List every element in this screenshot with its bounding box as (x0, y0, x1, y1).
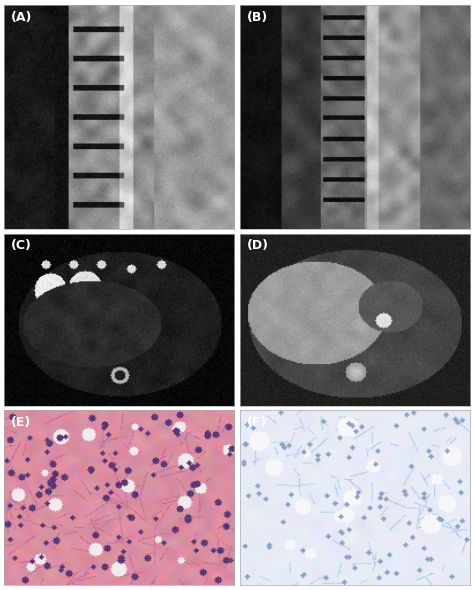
Text: (D): (D) (247, 239, 269, 252)
Text: (C): (C) (11, 239, 32, 252)
Text: (E): (E) (11, 415, 31, 428)
Text: (F): (F) (247, 415, 267, 428)
Text: (A): (A) (11, 11, 32, 24)
Text: (B): (B) (247, 11, 268, 24)
